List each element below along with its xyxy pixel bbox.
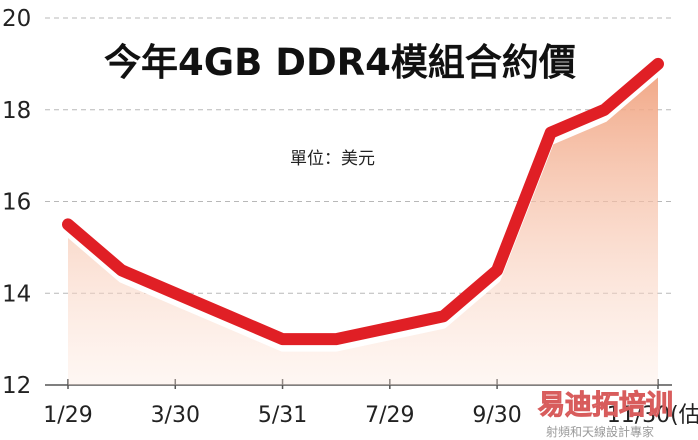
y-tick-label-20: 20 — [2, 6, 31, 32]
series-line — [62, 57, 664, 346]
unit-label: 單位：美元 — [290, 149, 375, 169]
x-tick-labels: 1/29 3/30 5/31 7/29 9/30 11/30(估) — [43, 403, 698, 428]
series-line-shadow — [64, 69, 662, 352]
watermark: 易迪拓培训 射頻和天線設計專家 — [538, 390, 674, 440]
y-tick-label-18: 18 — [2, 98, 31, 124]
x-tick-label-5/31: 5/31 — [258, 403, 307, 428]
area-fill — [68, 63, 658, 386]
x-tick-label-7/29: 7/29 — [365, 403, 414, 428]
y-tick-label-14: 14 — [2, 281, 31, 307]
y-tick-label-16: 16 — [2, 190, 31, 216]
watermark-subtext: 射頻和天線設計專家 — [546, 424, 654, 439]
x-tick-label-9/30: 9/30 — [472, 403, 521, 428]
x-tick-label-1/29: 1/29 — [43, 403, 92, 428]
x-tick-label-11/30(估): 11/30(估) — [607, 403, 698, 428]
y-tick-labels: 12 14 16 18 20 — [2, 6, 31, 399]
watermark-text: 易迪拓培训 — [538, 390, 673, 421]
y-tick-label-12: 12 — [2, 373, 31, 399]
chart-title: 今年4GB DDR4模組合約價 — [104, 41, 576, 84]
x-tick-label-3/30: 3/30 — [151, 403, 200, 428]
